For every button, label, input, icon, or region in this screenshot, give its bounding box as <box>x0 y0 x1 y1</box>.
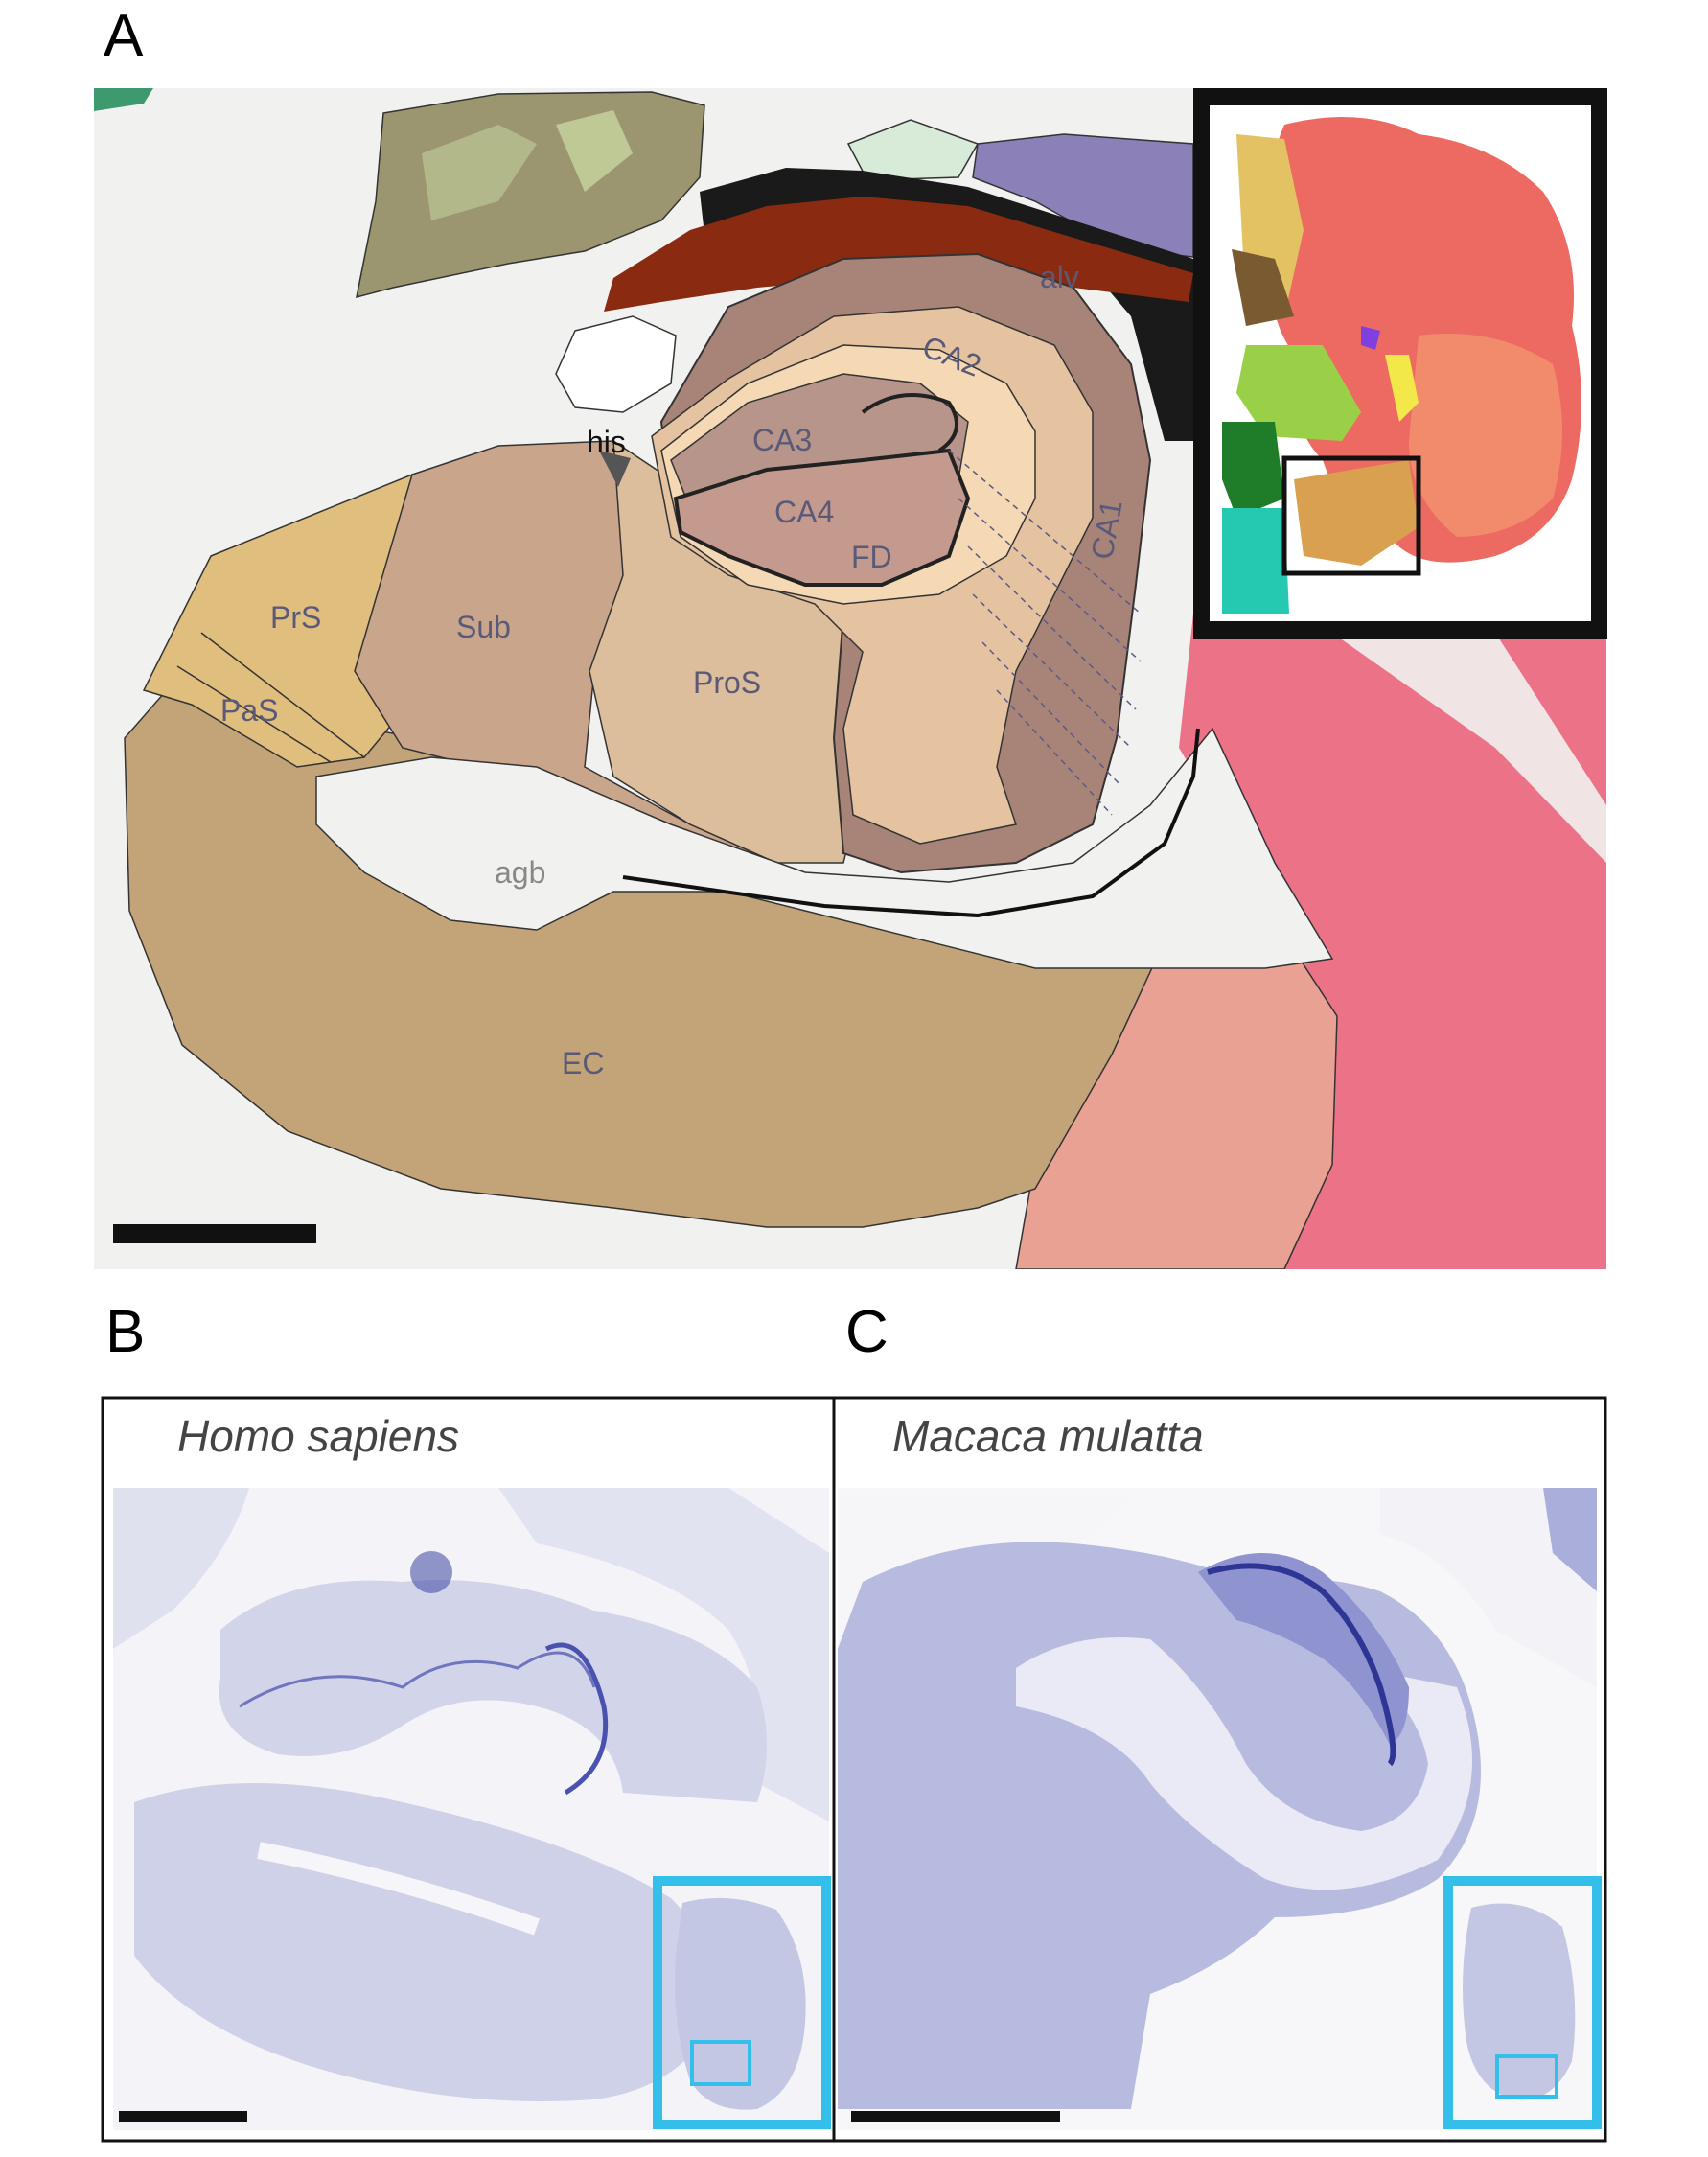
label-alv: alv <box>1040 260 1079 294</box>
panel-a-inset <box>1193 88 1607 639</box>
panel-c-inset-frame <box>1443 1876 1602 2129</box>
label-ca3: CA3 <box>752 423 812 457</box>
olive-light-patch-2 <box>556 110 633 192</box>
pink-gap <box>1332 633 1606 863</box>
nissl-c-edge <box>1543 1488 1597 1591</box>
fd-curl <box>861 393 958 452</box>
nissl-b-top-left <box>113 1488 249 1649</box>
panel-c-nissl-image <box>838 1488 1597 2130</box>
panel-c-letter: C <box>845 1299 889 1365</box>
inset-green <box>1236 345 1361 441</box>
inset-hippocampus <box>1294 460 1419 566</box>
panel-b-inset-brain <box>675 1897 806 2110</box>
label-sub: Sub <box>456 610 511 644</box>
panel-c-inset-brain <box>1463 1903 1576 2100</box>
nissl-b-dentate <box>544 1642 609 1796</box>
nissl-c-ca <box>1198 1553 1409 1745</box>
label-ec: EC <box>562 1046 604 1080</box>
panel-b-nissl-image <box>113 1488 829 2130</box>
scale-bar-a <box>113 1224 316 1243</box>
fd-region <box>673 448 971 587</box>
inset-cortex-2 <box>1409 334 1562 537</box>
panel-b-inset-zoom-box <box>690 2040 751 2086</box>
panel-b-inset-frame <box>653 1876 831 2129</box>
label-prs: PrS <box>270 600 321 635</box>
label-pas: PaS <box>220 693 278 728</box>
his-arrowhead-icon <box>599 451 631 487</box>
inset-yellow-2 <box>1385 355 1419 422</box>
label-ca4: CA4 <box>774 495 834 529</box>
inset-teal <box>1222 508 1289 614</box>
panel-c-inset-zoom-box <box>1495 2054 1558 2099</box>
nissl-c-dentate <box>1207 1563 1396 1767</box>
label-pros: ProS <box>693 665 761 700</box>
panel-b-species: Homo sapiens <box>177 1411 459 1461</box>
panel-a-letter: A <box>104 3 144 69</box>
inset-violet <box>1361 326 1380 350</box>
nissl-b-gap <box>257 1842 541 1936</box>
nissl-c-top-right <box>1380 1488 1597 1687</box>
green-corner-region <box>94 88 153 111</box>
panel-c-species: Macaca mulatta <box>892 1411 1204 1461</box>
panel-b-letter: B <box>105 1299 145 1365</box>
nissl-b-cluster <box>410 1551 452 1593</box>
inset-dark-green <box>1222 422 1284 518</box>
inset-brown <box>1232 249 1294 326</box>
black-band <box>700 168 1193 441</box>
agb-line <box>622 728 1200 918</box>
nissl-b-cell-layer <box>239 1651 596 1708</box>
inset-zoom-box <box>1281 455 1421 576</box>
nissl-b-top-right <box>498 1488 829 1821</box>
dashed-lines <box>948 450 1142 816</box>
scale-bar-c <box>851 2111 1060 2122</box>
pink-region <box>1179 614 1606 1269</box>
ventricle-white <box>555 315 677 413</box>
label-his: his <box>587 425 626 459</box>
nissl-c-cortex <box>838 1542 1481 2109</box>
scale-bar-b <box>119 2111 247 2122</box>
label-agb: agb <box>495 855 545 890</box>
agb-region <box>315 727 1334 969</box>
olive-light-patch <box>422 125 537 220</box>
nissl-c-white-matter <box>1016 1637 1472 1890</box>
nissl-b-hippocampus <box>219 1580 767 1802</box>
label-fd: FD <box>851 540 892 574</box>
